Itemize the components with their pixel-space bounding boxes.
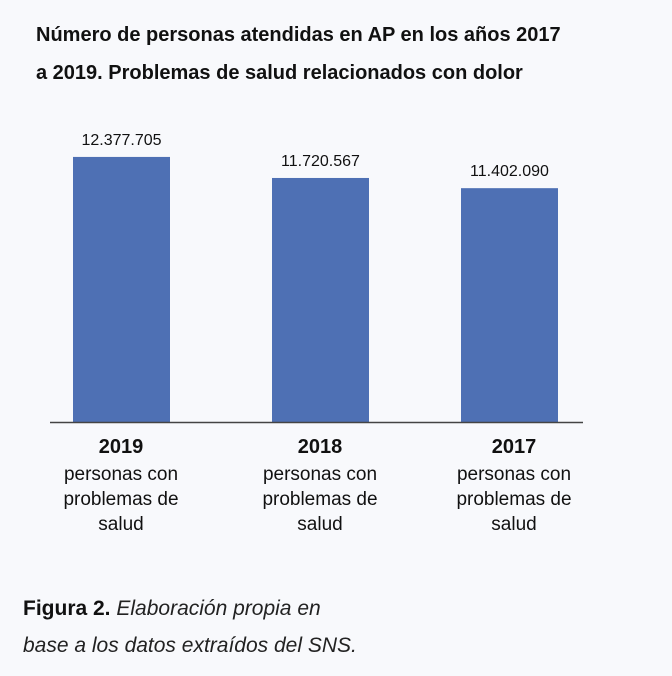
category-year: 2017 — [491, 436, 537, 458]
category-year: 2018 — [297, 436, 343, 458]
category-desc-line: salud — [297, 514, 343, 535]
figure-caption: Figura 2. Elaboración propia en base a l… — [23, 590, 357, 664]
category-desc-line: personas con — [63, 464, 179, 485]
caption-text-1: Elaboración propia en — [116, 597, 321, 620]
category-label-2019: 2019 personas con problemas de salud — [36, 432, 206, 537]
data-label-2019: 12.377.705 — [81, 132, 161, 149]
category-year: 2019 — [98, 436, 144, 458]
chart-title-line-1: Número de personas atendidas en AP en lo… — [36, 24, 561, 46]
category-label-2017: 2017 personas con problemas de salud — [429, 432, 599, 537]
category-desc-line: problemas de — [262, 489, 378, 510]
category-desc-line: salud — [98, 514, 144, 535]
caption-label: Figura 2. — [23, 597, 111, 620]
category-desc-line: problemas de — [456, 489, 572, 510]
data-label-2018: 11.720.567 — [281, 153, 360, 170]
data-label-2017: 11.402.090 — [470, 163, 549, 180]
caption-text-2: base a los datos extraídos del SNS. — [23, 634, 357, 657]
category-desc-line: personas con — [456, 464, 572, 485]
bar-2019 — [73, 156, 170, 422]
chart-title-line-2: a 2019. Problemas de salud relacionados … — [36, 62, 523, 84]
bar-2018 — [272, 177, 369, 422]
chart-title: Número de personas atendidas en AP en lo… — [36, 16, 656, 92]
category-desc-line: problemas de — [63, 489, 179, 510]
category-desc-line: salud — [491, 514, 537, 535]
category-desc-line: personas con — [262, 464, 378, 485]
category-label-2018: 2018 personas con problemas de salud — [235, 432, 405, 537]
bar-2017 — [461, 188, 558, 422]
